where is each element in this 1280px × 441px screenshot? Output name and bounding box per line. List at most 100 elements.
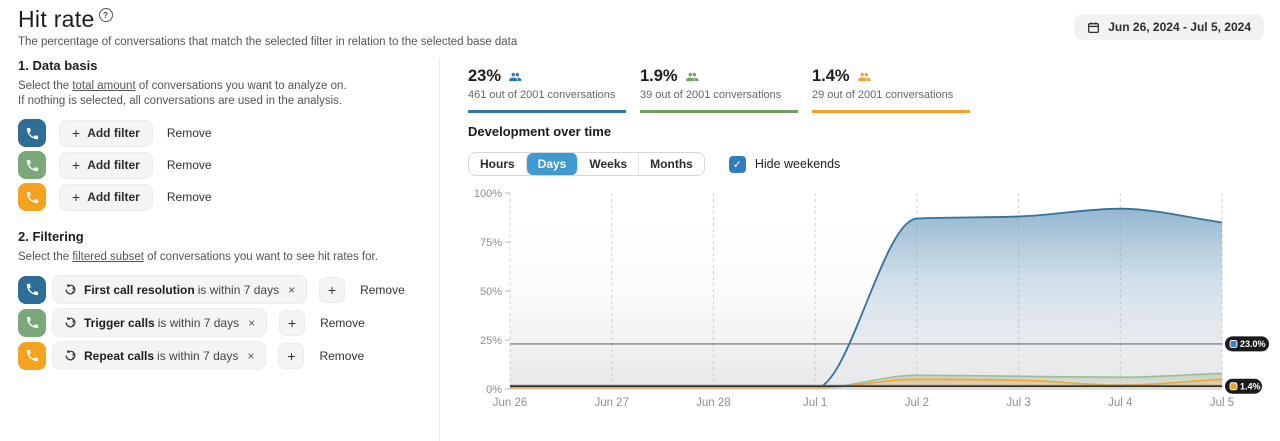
remove-link[interactable]: Remove (166, 158, 212, 172)
filtering-description: Select the filtered subset of conversati… (18, 250, 428, 265)
add-filter-button[interactable]: + Add filter (59, 151, 153, 179)
add-filter-button[interactable]: + Add filter (59, 183, 153, 211)
filtering-row: Trigger calls is within 7 days × + Remov… (18, 308, 428, 337)
svg-text:Jul 3: Jul 3 (1006, 397, 1030, 409)
svg-text:100%: 100% (474, 188, 502, 200)
stat-subtext: 39 out of 2001 conversations (640, 89, 782, 101)
phone-filter-button[interactable] (18, 308, 46, 337)
add-condition-button[interactable]: + (319, 276, 346, 303)
filter-condition: is within 7 days (157, 348, 239, 363)
stat-value-row: 23% (468, 67, 626, 86)
phone-icon (26, 316, 38, 329)
phone-icon (26, 349, 38, 362)
phone-filter-button[interactable] (18, 151, 46, 179)
tab-months[interactable]: Months (639, 153, 704, 175)
filtered-subset-link[interactable]: filtered subset (72, 251, 144, 263)
svg-text:Jul 5: Jul 5 (1210, 397, 1234, 409)
close-icon[interactable]: × (248, 315, 256, 330)
add-filter-button[interactable]: + Add filter (59, 119, 153, 147)
tab-hours[interactable]: Hours (469, 153, 527, 175)
page-title-text: Hit rate (18, 6, 95, 32)
filter-condition: is within 7 days (197, 282, 280, 297)
filter-condition: is within 7 days (157, 315, 240, 330)
close-icon[interactable]: × (288, 282, 296, 297)
ref-badge: 23.0% (1225, 336, 1269, 352)
page-subtitle: The percentage of conversations that mat… (18, 36, 518, 48)
date-range-button[interactable]: Jun 26, 2024 - Jul 5, 2024 (1074, 14, 1264, 40)
stat-value-row: 1.9% (640, 67, 798, 86)
add-filter-label: Add filter (87, 190, 140, 204)
add-condition-button[interactable]: + (279, 309, 306, 336)
filtering-heading: 2. Filtering (18, 229, 84, 244)
call-history-icon (64, 316, 77, 329)
add-condition-button[interactable]: + (278, 342, 305, 369)
stat-subtext: 29 out of 2001 conversations (812, 89, 954, 101)
checkbox-checked-icon[interactable]: ✓ (728, 155, 746, 173)
filter-chip[interactable]: Trigger calls is within 7 days × (52, 308, 268, 337)
stat-block: 23% 461 out of 2001 conversations (468, 67, 626, 113)
page-title: Hit rate ? (18, 6, 113, 33)
filter-name: Trigger calls (84, 315, 155, 330)
phone-filter-button[interactable] (18, 119, 46, 147)
people-icon (508, 70, 522, 84)
filter-name: Repeat calls (84, 348, 155, 363)
remove-link[interactable]: Remove (166, 190, 212, 204)
close-icon[interactable]: × (247, 348, 255, 363)
call-history-icon (64, 283, 77, 296)
people-icon (857, 70, 871, 84)
svg-text:Jun 27: Jun 27 (594, 397, 629, 409)
stat-value-row: 1.4% (812, 67, 970, 86)
interval-segmented-control: Hours Days Weeks Months (468, 152, 705, 176)
remove-link[interactable]: Remove (320, 315, 365, 330)
data-basis-description: Select the total amount of conversations… (18, 79, 428, 109)
phone-filter-button[interactable] (18, 275, 46, 304)
phone-filter-button[interactable] (18, 183, 46, 211)
remove-link[interactable]: Remove (360, 282, 405, 297)
stat-subtext: 461 out of 2001 conversations (468, 89, 616, 101)
remove-link[interactable]: Remove (319, 348, 365, 363)
filter-chip[interactable]: Repeat calls is within 7 days × (52, 341, 267, 370)
add-filter-label: Add filter (87, 126, 140, 140)
remove-link[interactable]: Remove (166, 126, 212, 140)
chart-controls: Hours Days Weeks Months ✓ Hide weekends (468, 152, 840, 176)
calendar-icon (1087, 21, 1100, 34)
hide-weekends-label: Hide weekends (754, 157, 841, 171)
svg-text:Jul 2: Jul 2 (905, 397, 929, 409)
phone-icon (26, 159, 38, 171)
info-icon[interactable]: ? (98, 8, 113, 22)
svg-text:75%: 75% (480, 237, 502, 249)
svg-text:Jul 4: Jul 4 (1108, 397, 1133, 409)
call-history-icon (64, 349, 77, 362)
data-basis-row: + Add filter Remove (18, 119, 428, 147)
left-panel: 1. Data basis Select the total amount of… (18, 58, 428, 374)
desc-text: Select the (18, 80, 73, 92)
development-chart: 0% 25% 50% 75% 100% Jun 26 Jun 27 Jun 28 Jul 1 Ju… (474, 188, 1269, 409)
phone-icon (26, 283, 38, 296)
stat-value: 23% (468, 67, 502, 85)
svg-text:Jul 1: Jul 1 (803, 397, 827, 409)
tab-weeks[interactable]: Weeks (578, 153, 640, 175)
tab-days[interactable]: Days (526, 153, 579, 175)
desc-text: of conversations you want to see hit rat… (143, 251, 378, 263)
desc-text: of conversations you want to analyze on. (135, 80, 347, 92)
hide-weekends-toggle[interactable]: ✓ Hide weekends (728, 155, 841, 173)
phone-icon (26, 127, 38, 139)
svg-text:Jun 26: Jun 26 (493, 397, 528, 409)
svg-text:1.4%: 1.4% (1240, 381, 1261, 391)
ref-badge: 1.4% (1225, 378, 1262, 394)
panel-divider (439, 58, 440, 441)
svg-text:23.0%: 23.0% (1240, 339, 1266, 349)
plus-icon: + (72, 157, 81, 173)
svg-text:50%: 50% (480, 286, 502, 298)
data-basis-row: + Add filter Remove (18, 151, 428, 179)
total-amount-link[interactable]: total amount (72, 80, 136, 92)
filtering-row: First call resolution is within 7 days ×… (18, 275, 428, 304)
filter-name: First call resolution (84, 282, 195, 297)
desc-text: Select the (18, 251, 73, 263)
filter-chip[interactable]: First call resolution is within 7 days × (52, 275, 308, 304)
plus-icon: + (72, 125, 81, 141)
svg-text:Jun 28: Jun 28 (696, 397, 731, 409)
date-range-label: Jun 26, 2024 - Jul 5, 2024 (1108, 20, 1251, 34)
phone-filter-button[interactable] (18, 341, 46, 370)
people-icon (685, 70, 699, 84)
